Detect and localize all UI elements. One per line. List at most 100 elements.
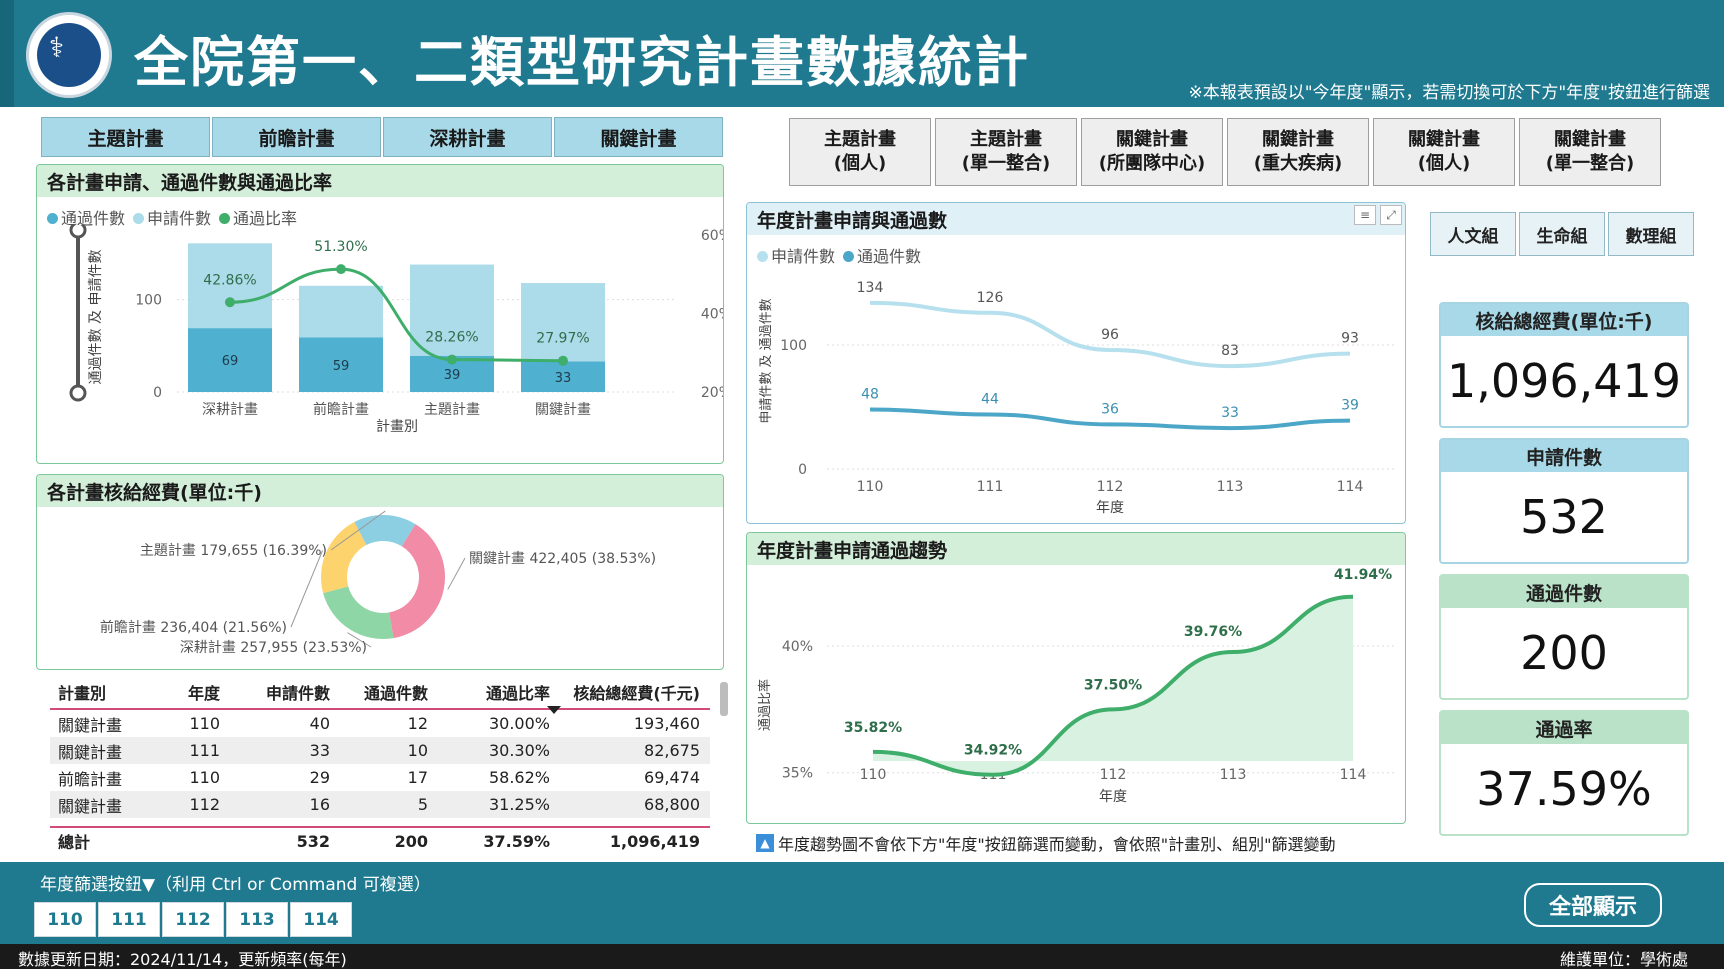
- axis-slider-handle-top: [71, 225, 85, 237]
- table-row[interactable]: 關鍵計畫 110 40 12 30.00% 193,460: [50, 710, 710, 737]
- budget-panel: 各計畫核給經費(單位:千) 關鍵計畫 422,405 (38.53%) 深耕計畫 …: [36, 474, 724, 670]
- point-label: 48: [861, 386, 879, 402]
- table-cell: 58.62%: [428, 768, 550, 787]
- col-plan[interactable]: 計畫別: [50, 680, 150, 704]
- group-button-math[interactable]: 數理組: [1608, 212, 1694, 256]
- info-triangle-icon: ▲: [756, 834, 774, 852]
- rate-point: [558, 356, 568, 366]
- x-tick-label: 114: [1340, 767, 1367, 783]
- table-cell: 前瞻計畫: [50, 766, 150, 790]
- trend-note-text: 年度趨勢圖不會依下方"年度"按鈕篩選而變動，會依照"計畫別、組別"篩選變動: [778, 831, 1335, 855]
- y-axis-label: 通過件數 及 申請件數: [88, 250, 104, 385]
- show-all-button[interactable]: 全部顯示: [1524, 883, 1662, 927]
- col-rate[interactable]: 通過比率: [428, 680, 550, 704]
- table-row[interactable]: 前瞻計畫 110 29 17 58.62% 69,474: [50, 764, 710, 791]
- plan-bar-chart: 010020%40%60%通過件數 及 申請件數通過比率69深耕計畫59前瞻計畫…: [37, 225, 724, 463]
- point-label: 39: [1341, 398, 1359, 414]
- grant-button-3[interactable]: 關鍵計畫 (重大疾病): [1227, 118, 1369, 186]
- x-tick-label: 110: [860, 767, 887, 783]
- y-axis-label: 通過比率: [757, 679, 773, 731]
- tab-key-plan[interactable]: 關鍵計畫: [554, 117, 723, 157]
- grant-button-4[interactable]: 關鍵計畫 (個人): [1373, 118, 1515, 186]
- focus-mode-icon[interactable]: ⤢: [1380, 205, 1402, 225]
- donut-slice: [321, 522, 366, 593]
- panel-title: 各計畫申請、通過件數與通過比率: [37, 165, 723, 197]
- col-budget[interactable]: 核給總經費(千元): [550, 680, 710, 704]
- year-button-113[interactable]: 113: [226, 902, 288, 937]
- y-tick-label: 35%: [782, 766, 813, 782]
- header-note: ※本報表預設以"今年度"顯示，若需切換可於下方"年度"按鈕進行篩選: [1188, 78, 1710, 103]
- budget-donut-chart: 關鍵計畫 422,405 (38.53%) 深耕計畫 257,955 (23.53…: [37, 507, 724, 669]
- point-label: 33: [1221, 405, 1239, 421]
- x-tick-label: 主題計畫: [424, 402, 480, 418]
- table-body: 關鍵計畫 110 40 12 30.00% 193,460 關鍵計畫 111 33 10 30.30…: [50, 710, 710, 818]
- trend-label: 35.82%: [844, 720, 902, 736]
- table-cell: 30.00%: [428, 714, 550, 733]
- table-scrollbar[interactable]: [720, 682, 728, 716]
- panel-title: 年度計畫申請與通過數: [747, 203, 1405, 235]
- kpi-value: 37.59%: [1441, 744, 1687, 834]
- kpi-title: 通過件數: [1441, 576, 1687, 608]
- slice-label: 前瞻計畫 236,404 (21.56%): [100, 619, 287, 636]
- point-label: 44: [981, 391, 999, 407]
- table-cell: 10: [330, 741, 428, 760]
- x-tick-label: 關鍵計畫: [535, 402, 591, 418]
- point-label: 93: [1341, 331, 1359, 347]
- table-row[interactable]: 關鍵計畫 112 16 5 31.25% 68,800: [50, 791, 710, 818]
- update-date: 數據更新日期：2024/11/14，更新頻率(每年): [18, 946, 347, 970]
- kpi-passed: 通過件數 200: [1439, 574, 1689, 700]
- col-pass[interactable]: 通過件數: [330, 680, 428, 704]
- rate-label: 27.97%: [536, 331, 589, 347]
- year-button-110[interactable]: 110: [34, 902, 96, 937]
- table-header: 計畫別 年度 申請件數 通過件數 通過比率 核給總經費(千元): [50, 676, 710, 710]
- rate-label: 51.30%: [314, 239, 367, 255]
- trend-note: ▲ 年度趨勢圖不會依下方"年度"按鈕篩選而變動，會依照"計畫別、組別"篩選變動: [756, 831, 1335, 855]
- y-tick-label: 0: [798, 462, 807, 478]
- year-button-114[interactable]: 114: [290, 902, 352, 937]
- year-filter-label: 年度篩選按鈕▼（利用 Ctrl or Command 可複選）: [40, 870, 431, 895]
- col-year[interactable]: 年度: [150, 680, 220, 704]
- x-tick-label: 前瞻計畫: [313, 401, 369, 418]
- y-axis-label: 申請件數 及 通過件數: [759, 298, 774, 423]
- tab-deep-plan[interactable]: 深耕計畫: [383, 117, 552, 157]
- kpi-value: 532: [1441, 472, 1687, 562]
- trend-label: 39.76%: [1184, 624, 1242, 640]
- tab-frontier-plan[interactable]: 前瞻計畫: [212, 117, 381, 157]
- rate-label: 28.26%: [425, 330, 478, 346]
- grant-button-1[interactable]: 主題計畫 (單一整合): [935, 118, 1077, 186]
- slice-label: 主題計畫 179,655 (16.39%): [140, 543, 327, 559]
- table-cell: 33: [220, 741, 330, 760]
- year-button-111[interactable]: 111: [98, 902, 160, 937]
- kpi-value: 200: [1441, 608, 1687, 698]
- trend-label: 37.50%: [1084, 677, 1142, 693]
- plan-application-panel: 各計畫申請、通過件數與通過比率 通過件數 申請件數 通過比率 0 100 20% 40…: [36, 164, 724, 464]
- trend-label: 34.92%: [964, 743, 1022, 759]
- kpi-value: 1,096,419: [1441, 336, 1687, 426]
- group-button-humanities[interactable]: 人文組: [1430, 212, 1516, 256]
- kpi-applications: 申請件數 532: [1439, 438, 1689, 564]
- grant-button-5[interactable]: 關鍵計畫 (單一整合): [1519, 118, 1661, 186]
- table-row[interactable]: 關鍵計畫 111 33 10 30.30% 82,675: [50, 737, 710, 764]
- rate-point: [225, 297, 235, 307]
- rate-label: 42.86%: [203, 272, 256, 288]
- grant-button-2[interactable]: 關鍵計畫 (所團隊中心): [1081, 118, 1223, 186]
- y2-tick-label: 40%: [701, 307, 724, 323]
- yearly-trend-panel: 年度計畫申請通過趨勢 35% 40% 通過比率 110 111 112 113 114 年度 35…: [746, 532, 1406, 824]
- academia-sinica-logo: ⚕: [26, 12, 112, 98]
- table-cell: 68,800: [550, 795, 710, 814]
- tab-theme-plan[interactable]: 主題計畫: [41, 117, 210, 157]
- year-button-112[interactable]: 112: [162, 902, 224, 937]
- rate-line: [230, 269, 563, 361]
- sort-desc-icon[interactable]: [547, 706, 561, 714]
- filter-icon[interactable]: ≡: [1354, 205, 1376, 225]
- y-tick-label: 100: [780, 338, 807, 354]
- panel-title: 各計畫核給經費(單位:千): [37, 475, 723, 507]
- x-tick-label: 114: [1337, 479, 1364, 495]
- slice-leader-line: [448, 558, 465, 589]
- grant-button-0[interactable]: 主題計畫 (個人): [789, 118, 931, 186]
- group-button-life[interactable]: 生命組: [1519, 212, 1605, 256]
- table-cell: 111: [150, 741, 220, 760]
- col-apply[interactable]: 申請件數: [220, 680, 330, 704]
- x-tick-label: 112: [1097, 479, 1124, 495]
- y2-tick-label: 20%: [701, 385, 724, 401]
